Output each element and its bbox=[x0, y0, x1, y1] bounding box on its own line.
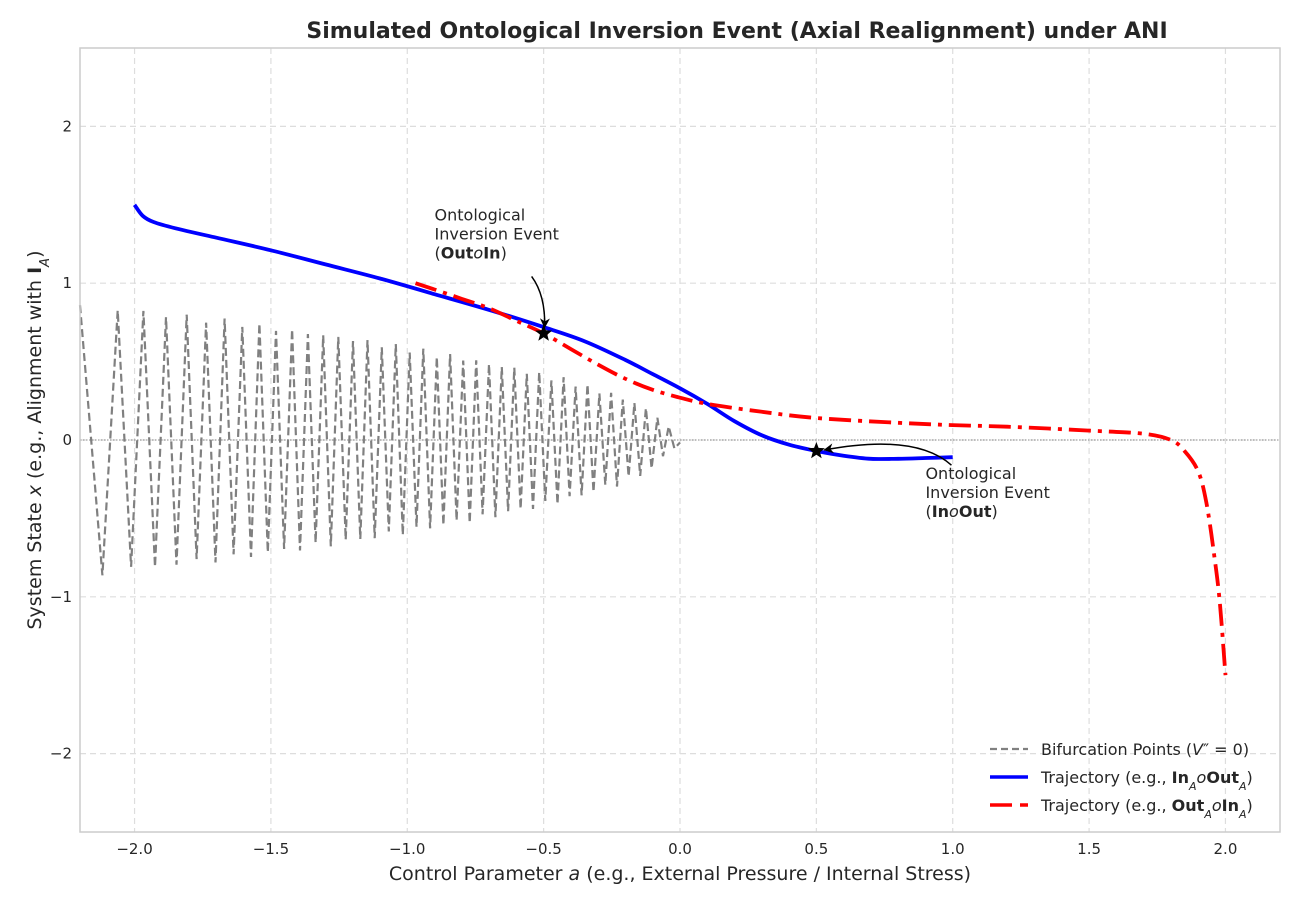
x-tick-label: −2.0 bbox=[116, 840, 152, 858]
bifurcation-series bbox=[78, 305, 681, 576]
legend-label: Bifurcation Points (V″ = 0) bbox=[1041, 740, 1249, 759]
annotation-2-line-1: Ontological bbox=[925, 464, 1016, 483]
annotation-2-arrow bbox=[823, 443, 952, 466]
legend-item: Trajectory (e.g., OutAoInA) bbox=[990, 796, 1253, 821]
legend-label: Trajectory (e.g., OutAoInA) bbox=[1040, 796, 1253, 821]
star-marker bbox=[535, 324, 553, 341]
y-tick-label: −1 bbox=[50, 588, 72, 606]
x-tick-label: 0.0 bbox=[668, 840, 692, 858]
x-tick-label: 1.0 bbox=[941, 840, 965, 858]
x-tick-label: 1.5 bbox=[1077, 840, 1101, 858]
x-tick-label: −1.5 bbox=[253, 840, 289, 858]
x-tick-label: 0.5 bbox=[804, 840, 828, 858]
x-tick-label: −1.0 bbox=[389, 840, 425, 858]
legend-item: Trajectory (e.g., InAoOutA) bbox=[990, 768, 1253, 793]
legend: Bifurcation Points (V″ = 0) Trajectory (e… bbox=[990, 740, 1253, 821]
legend-item: Bifurcation Points (V″ = 0) bbox=[990, 740, 1249, 759]
bifurcation-line bbox=[78, 305, 681, 576]
annotation-1-arrow bbox=[531, 276, 550, 329]
trajectory-out-in-line bbox=[414, 281, 1228, 676]
inversion-markers bbox=[535, 324, 825, 459]
annotation-1-line-3: (OutoIn) bbox=[435, 243, 507, 262]
trajectory-out-in-series bbox=[414, 281, 1228, 676]
annotation-2-line-3: (InoOut) bbox=[925, 502, 997, 521]
star-marker bbox=[807, 442, 825, 459]
annotation-1-line-2: Inversion Event bbox=[435, 224, 559, 243]
trajectory-in-out-line bbox=[132, 203, 953, 461]
y-tick-label: −2 bbox=[50, 745, 72, 763]
x-axis-label: Control Parameter a (e.g., External Pres… bbox=[389, 863, 971, 885]
y-tick-label: 2 bbox=[62, 117, 72, 135]
y-tick-label: 1 bbox=[62, 274, 72, 292]
chart-title: Simulated Ontological Inversion Event (A… bbox=[306, 19, 1167, 44]
x-ticks: −2.0 −1.5 −1.0 −0.5 0.0 0.5 1.0 1.5 2.0 bbox=[116, 840, 1237, 858]
x-tick-label: −0.5 bbox=[525, 840, 561, 858]
annotation-1-line-1: Ontological bbox=[435, 205, 526, 224]
x-tick-label: 2.0 bbox=[1214, 840, 1238, 858]
legend-label: Trajectory (e.g., InAoOutA) bbox=[1040, 768, 1253, 793]
trajectory-in-out-series bbox=[132, 203, 953, 461]
plot-frame bbox=[79, 47, 1281, 833]
y-axis-label: System State x (e.g., Alignment with IA) bbox=[24, 251, 53, 630]
y-ticks: 2 1 0 −1 −2 bbox=[50, 117, 72, 762]
y-tick-label: 0 bbox=[62, 431, 72, 449]
annotation-2-line-2: Inversion Event bbox=[925, 483, 1049, 502]
